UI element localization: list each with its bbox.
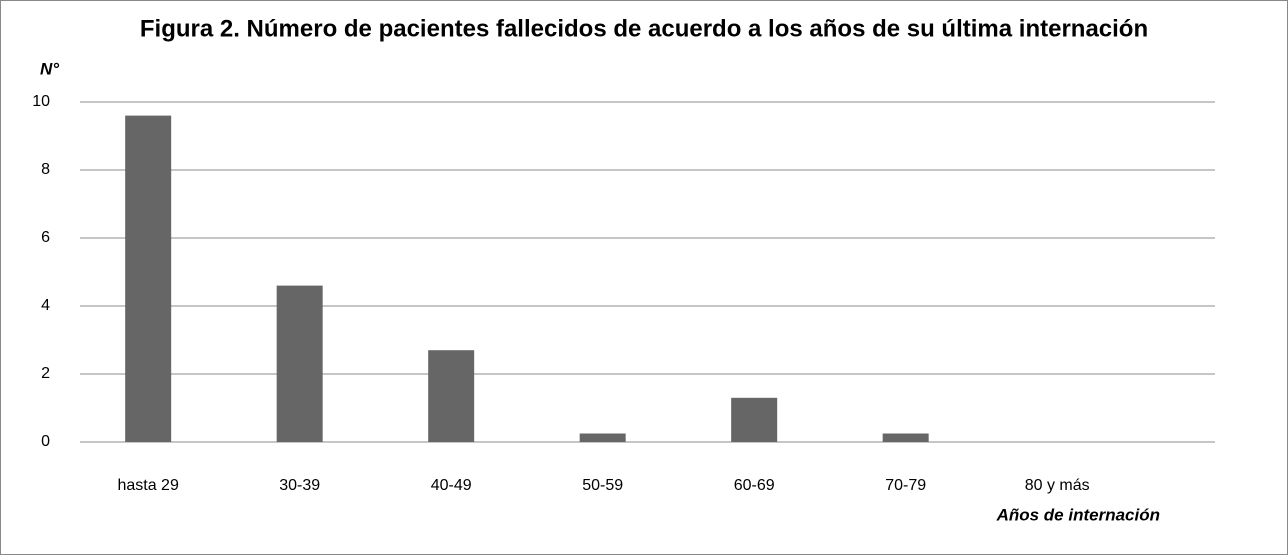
y-tick-label: 8 xyxy=(41,161,50,178)
bar xyxy=(579,433,626,442)
y-tick-label: 10 xyxy=(32,93,50,110)
x-tick-label: 80 y más xyxy=(1025,477,1090,494)
bar xyxy=(731,397,778,442)
bar xyxy=(882,433,929,442)
bar xyxy=(125,115,172,442)
y-tick-label: 0 xyxy=(41,433,50,450)
y-tick-label: 2 xyxy=(41,365,50,382)
x-tick-label: 50-59 xyxy=(582,477,623,494)
x-tick-label: 60-69 xyxy=(734,477,775,494)
x-tick-label: 70-79 xyxy=(885,477,926,494)
chart-title: Figura 2. Número de pacientes fallecidos… xyxy=(140,15,1148,42)
x-axis-label: Años de internación xyxy=(996,505,1160,524)
y-tick-label: 4 xyxy=(41,297,50,314)
bar xyxy=(428,350,475,442)
y-tick-label: 6 xyxy=(41,229,50,246)
x-tick-label: 40-49 xyxy=(431,477,472,494)
x-tick-label: hasta 29 xyxy=(117,477,178,494)
y-axis-label: N° xyxy=(40,59,59,78)
x-tick-label: 30-39 xyxy=(279,477,320,494)
bar xyxy=(276,285,323,442)
